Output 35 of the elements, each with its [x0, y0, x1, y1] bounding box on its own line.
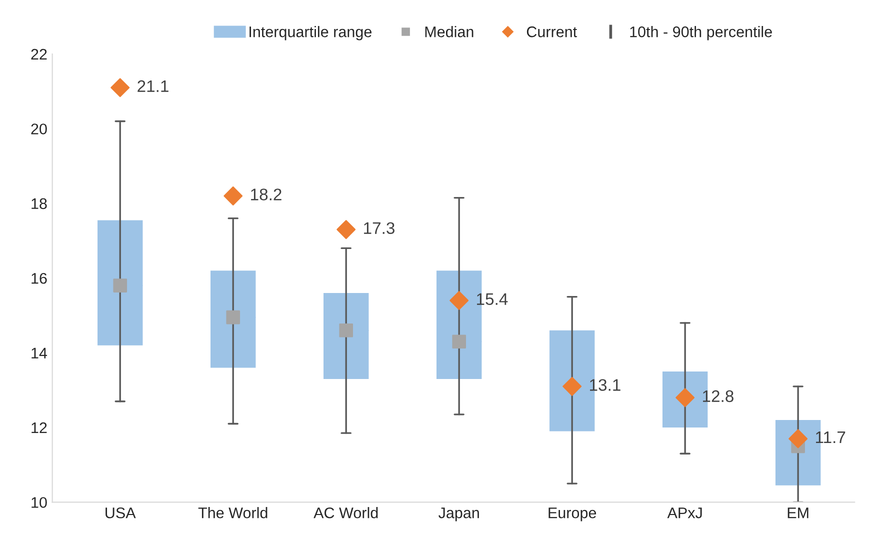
point	[226, 310, 240, 324]
text: 10th - 90th percentile	[630, 26, 772, 40]
legend-label: Current	[526, 26, 577, 38]
data-label: 18.2	[251, 188, 282, 200]
x-tick-label: AC World	[314, 507, 378, 518]
point	[339, 323, 354, 338]
data-label: 17.3	[364, 222, 394, 234]
data-label: 21.1	[138, 80, 168, 92]
data-label: 15.4	[477, 293, 508, 305]
y-tick-label: 12	[32, 422, 47, 434]
y-tick-label: 22	[31, 48, 47, 60]
point	[336, 220, 356, 240]
y-tick-label: 20	[31, 124, 47, 134]
point	[110, 78, 130, 98]
x-tick-label: Europe	[548, 508, 596, 522]
y-tick-label: 10	[32, 497, 47, 508]
x-tick-label: EM	[788, 508, 808, 518]
data-label: 11.7	[816, 432, 846, 444]
y-tick-label: 16	[32, 272, 47, 284]
point	[113, 278, 128, 292]
point	[224, 186, 243, 206]
point	[452, 334, 466, 348]
point	[562, 376, 582, 396]
x-tick-label: Japan	[438, 508, 479, 522]
y-tick-label: 18	[32, 198, 47, 210]
x-tick-label: APxJ	[667, 508, 702, 518]
x-tick-label: USA	[106, 507, 136, 518]
legend-label: Interquartile range	[250, 26, 372, 40]
legend-label: Median	[425, 26, 474, 38]
x-tick-label: The World	[198, 507, 268, 518]
data-label: 13.1	[590, 379, 620, 391]
point	[788, 429, 808, 448]
point	[450, 291, 469, 310]
y-tick-label: 14	[32, 348, 48, 358]
data-label: 12.8	[703, 390, 734, 402]
